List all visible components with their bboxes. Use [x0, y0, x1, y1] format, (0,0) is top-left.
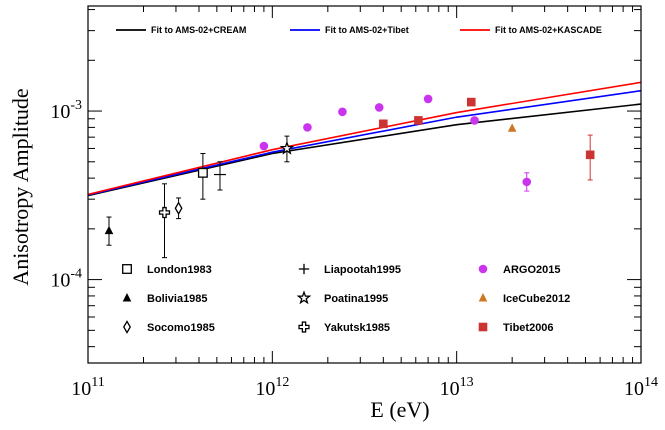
series-bolivia1985 — [104, 216, 114, 246]
data-point — [466, 97, 476, 107]
axis-ticks: 1011 1012 1013 1014 10-4 10-3 — [50, 6, 658, 400]
legend-label: London1983 — [147, 264, 212, 276]
x-tick-label: 1013 — [440, 375, 474, 400]
data-point — [259, 141, 269, 151]
data-point — [104, 225, 114, 235]
legend-marker — [298, 321, 310, 333]
legend: Fit to AMS-02+CREAM Fit to AMS-02+Tibet Fi… — [116, 25, 602, 334]
legend-marker — [298, 263, 310, 275]
legend-marker — [478, 264, 488, 274]
fit-lines — [88, 81, 641, 197]
legend-marker — [296, 290, 312, 305]
data-points — [104, 94, 595, 259]
x-tick-label: 1011 — [71, 375, 104, 400]
legend-label: Yakutsk1985 — [324, 322, 390, 334]
legend-label: Liapootah1995 — [324, 264, 401, 276]
legend-marker — [478, 322, 488, 332]
data-point — [423, 94, 433, 104]
x-tick-label: 1012 — [255, 375, 289, 400]
legend-label: Fit to AMS-02+Tibet — [325, 25, 409, 35]
legend-marker — [123, 320, 131, 334]
legend-label: Socomo1985 — [147, 322, 215, 334]
legend-label: IceCube2012 — [503, 293, 570, 305]
series-london1983 — [197, 152, 208, 200]
fit-line-2 — [88, 89, 641, 196]
data-point — [585, 150, 595, 160]
legend-entry-poatina1995: Poatina1995 — [296, 290, 388, 305]
data-point — [338, 107, 347, 117]
legend-label: ARGO2015 — [503, 264, 560, 276]
legend-entry-london1983: London1983 — [122, 264, 212, 276]
legend-entry-socomo1985: Socomo1985 — [123, 320, 215, 334]
legend-marker — [122, 293, 132, 302]
data-point — [197, 167, 208, 178]
series-liapootah1995 — [213, 161, 226, 191]
legend-label: Tibet2006 — [503, 322, 554, 334]
legend-label: Fit to AMS-02+KASCADE — [495, 25, 602, 35]
fit-line-1 — [88, 103, 641, 197]
x-tick-label: 1014 — [624, 375, 658, 400]
y-tick-label: 10-3 — [50, 98, 82, 123]
data-point — [174, 201, 183, 216]
series-socomo1985 — [174, 197, 183, 220]
series-icecube2012 — [507, 123, 517, 132]
legend-label: Bolivia1985 — [147, 293, 208, 305]
data-point — [414, 116, 423, 125]
x-axis-label: E (eV) — [370, 397, 429, 422]
y-tick-label: 10-4 — [50, 267, 82, 292]
legend-entry-icecube2012: IceCube2012 — [478, 293, 570, 305]
legend-entry-argo2015: ARGO2015 — [478, 264, 560, 276]
data-point — [522, 177, 532, 187]
series-tibet2006 — [379, 97, 595, 181]
legend-marker — [122, 264, 132, 274]
series-yakutsk1985 — [158, 183, 171, 259]
data-point — [507, 123, 517, 132]
data-point — [470, 116, 479, 125]
data-point — [158, 206, 171, 219]
data-point — [374, 103, 384, 112]
legend-label: Poatina1995 — [324, 293, 388, 305]
legend-entry-fit-3: Fit to AMS-02+KASCADE — [460, 25, 602, 35]
series-argo2015 — [259, 94, 532, 192]
data-point — [303, 123, 312, 132]
plot-frame — [87, 5, 642, 364]
legend-entry-yakutsk1985: Yakutsk1985 — [298, 321, 390, 334]
data-point — [379, 119, 388, 129]
legend-marker — [478, 293, 488, 302]
legend-entry-bolivia1985: Bolivia1985 — [122, 293, 208, 305]
series-poatina1995 — [279, 135, 295, 163]
fit-line-3 — [88, 81, 641, 196]
y-axis-label: Anisotropy Amplitude — [8, 88, 33, 285]
legend-entry-fit-1: Fit to AMS-02+CREAM — [116, 25, 246, 35]
legend-entry-liapootah1995: Liapootah1995 — [298, 263, 401, 276]
legend-label: Fit to AMS-02+CREAM — [151, 25, 246, 35]
legend-entry-tibet2006: Tibet2006 — [478, 322, 554, 334]
data-point — [279, 140, 295, 155]
legend-entry-fit-2: Fit to AMS-02+Tibet — [290, 25, 409, 35]
